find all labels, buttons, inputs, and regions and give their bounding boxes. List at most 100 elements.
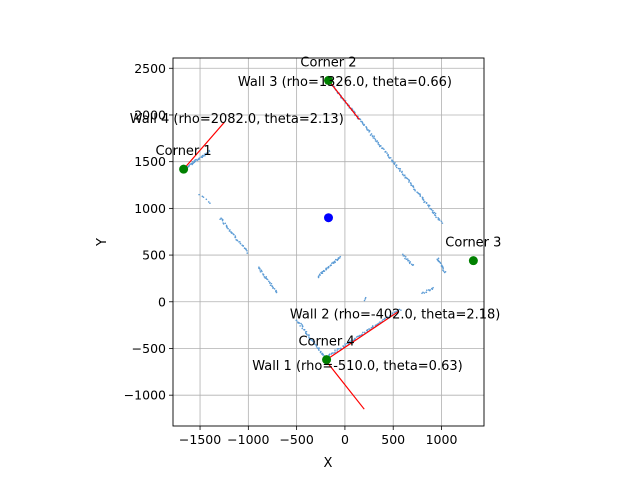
scan-point [339, 255, 342, 258]
scan-point [320, 272, 323, 274]
scan-point [425, 202, 428, 204]
scan-point [259, 267, 261, 270]
wall-label: Wall 3 (rho=1326.0, theta=0.66) [238, 75, 452, 90]
scan-point [404, 256, 407, 258]
scan-point [226, 226, 228, 229]
scan-point [392, 160, 395, 163]
scan-point [368, 131, 370, 133]
corner-label: Corner 1 [156, 144, 212, 159]
scan-point [335, 258, 337, 261]
x-axis-label: X [324, 456, 333, 471]
scan-point [386, 152, 388, 154]
scan-point [395, 166, 398, 169]
corner-marker [324, 75, 333, 85]
scan-point [246, 249, 248, 252]
scan-point [268, 280, 270, 283]
scan-point [391, 159, 393, 161]
x-tick-label: 1000 [426, 432, 458, 447]
scan-point [332, 262, 335, 265]
annotations: Wall 1 (rho=-510.0, theta=0.63) Wall 2 (r… [130, 55, 502, 373]
scan-point [371, 325, 374, 327]
scan-point [208, 149, 211, 152]
y-tick-label: 500 [142, 248, 166, 263]
scan-point [428, 204, 431, 207]
wall-label: Wall 1 (rho=-510.0, theta=0.63) [252, 359, 463, 374]
scan-point [311, 339, 314, 341]
scan-point [361, 121, 364, 124]
scan-point [189, 163, 191, 166]
scan-point [231, 232, 233, 234]
scan-point [203, 153, 206, 155]
scan-point [402, 255, 405, 257]
scan-point [259, 271, 262, 273]
wall-label: Wall 2 (rho=-402.0, theta=2.18) [290, 307, 501, 322]
scan-point [432, 286, 434, 289]
axis-ticks: −1500 −1000 −500 0 500 1000 −1000 −500 0 500 1000 1… [124, 61, 458, 447]
scan-point [301, 324, 303, 326]
scan-point [370, 133, 373, 135]
scan-point [204, 154, 206, 157]
scan-point [319, 351, 322, 354]
scan-point [262, 274, 265, 276]
scan-point [377, 322, 380, 325]
scan-point [323, 270, 326, 272]
scan-point [403, 255, 406, 257]
scan-point [430, 208, 433, 211]
corner-label: Corner 3 [445, 236, 501, 251]
scan-point [220, 217, 222, 219]
scan-point [306, 334, 308, 336]
plot-frame [172, 57, 485, 427]
scan-point [337, 347, 340, 350]
scan-point [344, 343, 346, 345]
wall-line [328, 80, 360, 121]
scan-point [408, 262, 411, 265]
scan-point [363, 331, 366, 334]
scan-point [371, 135, 374, 138]
scan-point [298, 322, 301, 324]
scan-point [227, 227, 229, 230]
scan-point [234, 235, 237, 237]
scan-point [320, 353, 323, 355]
scan-point [434, 214, 437, 217]
scan-point [419, 195, 422, 197]
scan-point [333, 352, 335, 354]
scan-point [270, 282, 273, 285]
scan-point [424, 200, 426, 203]
scan-point [393, 163, 396, 165]
scan-point [388, 157, 391, 159]
scan-point [207, 201, 210, 203]
scan-point [373, 135, 375, 138]
scan-point [402, 253, 404, 256]
scan-point [440, 262, 442, 265]
markers [179, 75, 478, 365]
scan-point [301, 325, 304, 328]
scan-point [233, 233, 235, 236]
scan-point [209, 202, 211, 204]
corner-marker [322, 355, 332, 365]
scan-point [409, 261, 412, 263]
scan-point [432, 209, 434, 212]
x-tick-label: −500 [279, 432, 313, 447]
grid-lines [173, 58, 484, 426]
scan-point [423, 292, 426, 294]
scan-point [345, 342, 348, 345]
scan-point [265, 275, 268, 278]
scan-point [397, 308, 399, 311]
scan-point [363, 124, 365, 127]
scan-point [384, 317, 386, 320]
scan-point [359, 118, 362, 121]
scan-point [395, 310, 398, 313]
wall-lines [183, 80, 400, 410]
scan-point [322, 354, 324, 356]
scan-point [297, 322, 299, 324]
scan-point [374, 138, 377, 141]
scan-point [317, 347, 320, 350]
scan-point [442, 266, 444, 269]
y-tick-label: −500 [132, 341, 166, 356]
scan-point [315, 344, 318, 347]
wall-label: Wall 4 (rho=2082.0, theta=2.13) [130, 112, 344, 127]
scan-point [342, 345, 345, 347]
x-tick-label: −1500 [179, 432, 221, 447]
scan-point [314, 343, 316, 346]
